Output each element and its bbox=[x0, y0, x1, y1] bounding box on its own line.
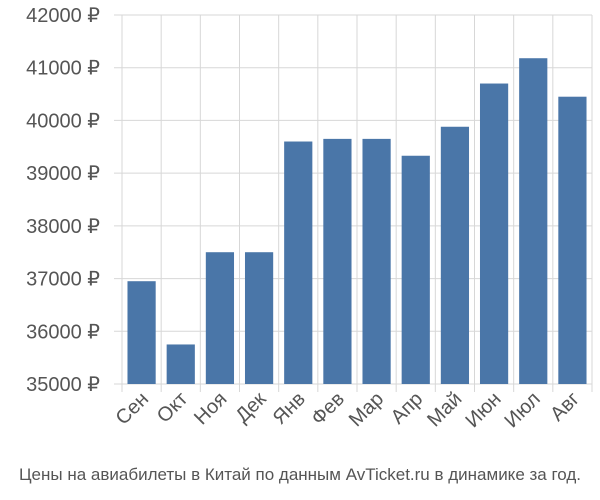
x-tick-label: Июл bbox=[501, 388, 545, 432]
bar bbox=[558, 96, 587, 384]
x-tick-label: Фев bbox=[307, 388, 349, 430]
bar bbox=[440, 126, 470, 385]
gridlines bbox=[114, 14, 593, 392]
bar bbox=[519, 58, 548, 385]
x-tick-label: Авг bbox=[546, 388, 584, 426]
y-tick-label: 36000 ₽ bbox=[26, 321, 100, 343]
y-tick-label: 42000 ₽ bbox=[26, 5, 100, 27]
y-tick-label: 35000 ₽ bbox=[26, 374, 100, 396]
bar bbox=[362, 138, 391, 384]
bar bbox=[127, 281, 156, 384]
y-tick-label: 40000 ₽ bbox=[26, 110, 100, 132]
bar bbox=[284, 141, 313, 384]
x-tick-label: Окт bbox=[153, 388, 192, 427]
y-tick-label: 39000 ₽ bbox=[26, 163, 100, 185]
x-tick-label: Май bbox=[423, 388, 466, 431]
bar bbox=[401, 155, 430, 384]
x-tick-label: Дек bbox=[231, 388, 270, 427]
bar bbox=[205, 252, 235, 384]
bars bbox=[127, 58, 587, 385]
bar bbox=[479, 83, 509, 385]
bar bbox=[323, 138, 352, 384]
y-tick-label: 38000 ₽ bbox=[26, 216, 100, 238]
y-axis-ticks: 35000 ₽ 36000 ₽ 37000 ₽ 38000 ₽ 39000 ₽ 40000… bbox=[26, 5, 100, 396]
x-tick-label: Июн bbox=[461, 388, 505, 432]
x-tick-label: Апр bbox=[387, 388, 428, 429]
x-tick-label: Сен bbox=[112, 388, 153, 429]
bar bbox=[244, 252, 274, 384]
bar bbox=[166, 344, 195, 384]
y-tick-label: 41000 ₽ bbox=[26, 58, 100, 80]
x-tick-label: Мар bbox=[345, 388, 388, 431]
x-tick-label: Янв bbox=[269, 388, 310, 429]
x-tick-label: Ноя bbox=[190, 388, 231, 429]
chart-caption: Цены на авиабилеты в Китай по данным AvT… bbox=[19, 465, 581, 484]
y-tick-label: 37000 ₽ bbox=[26, 269, 100, 291]
